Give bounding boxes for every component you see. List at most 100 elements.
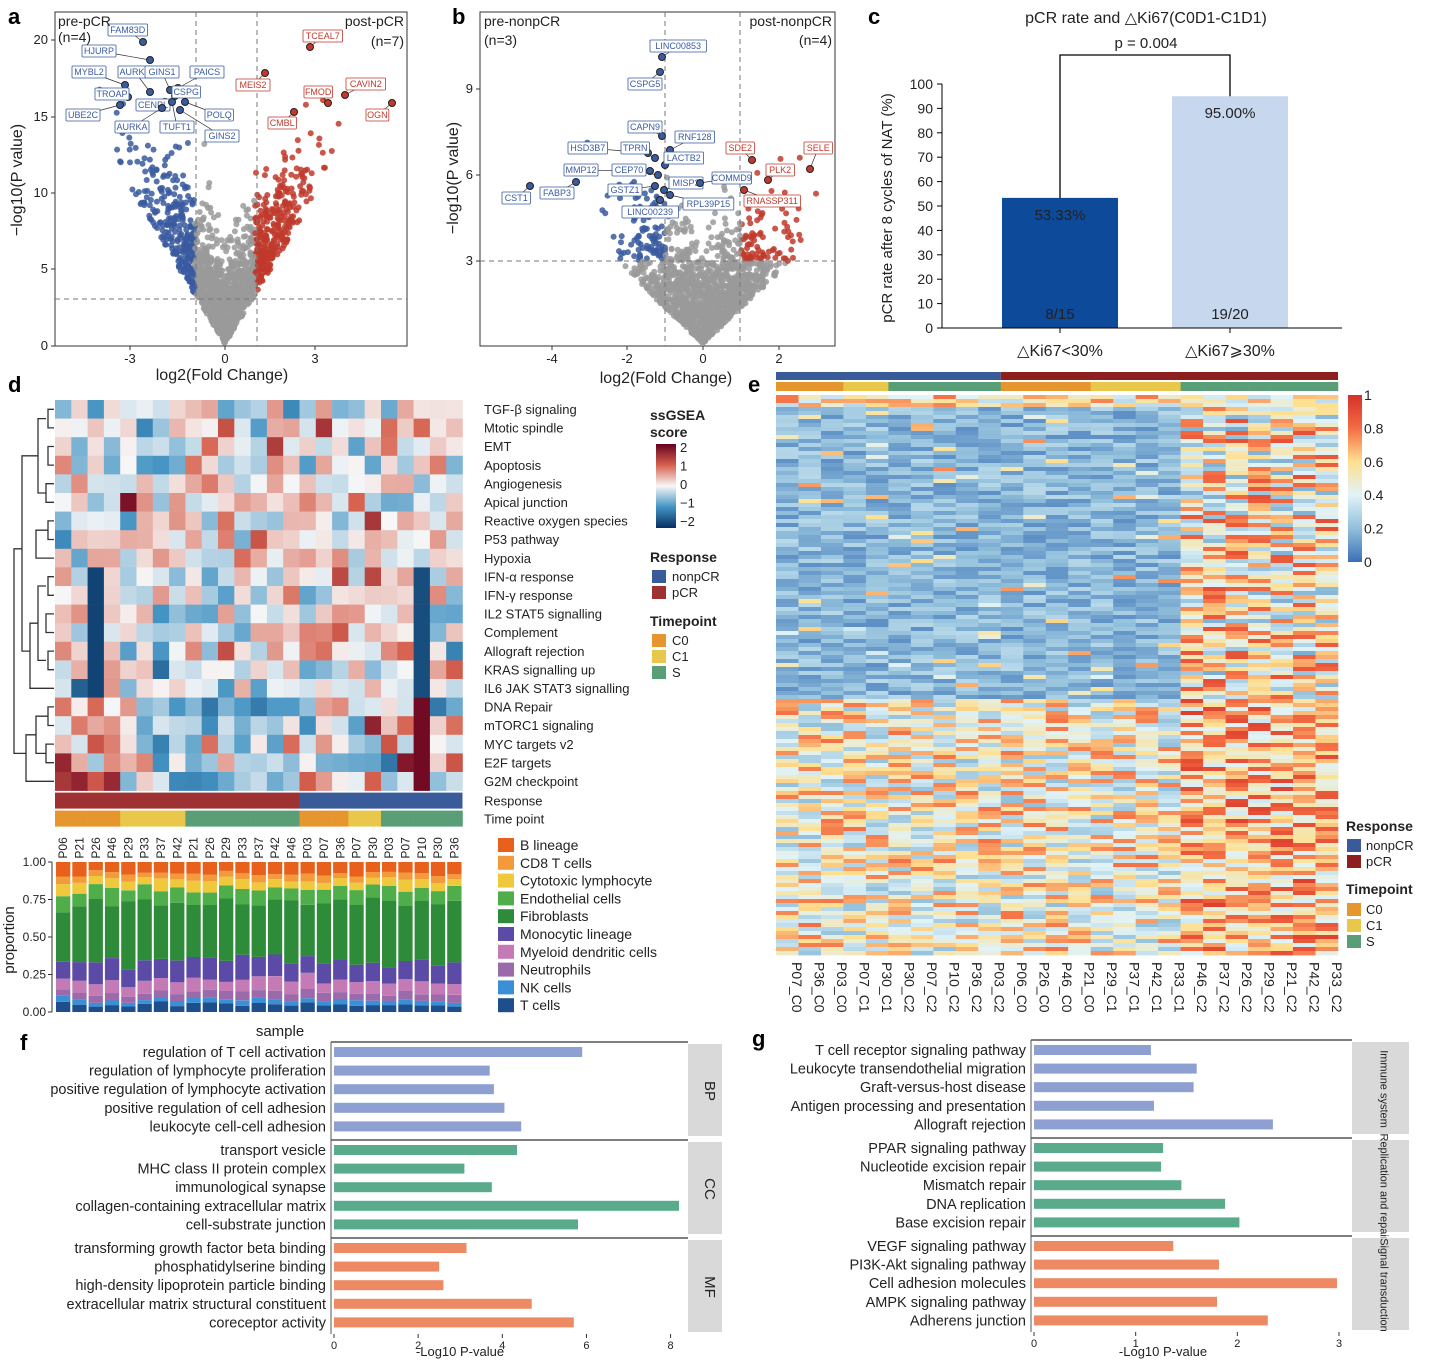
sample-label: P37 xyxy=(154,837,168,859)
heatmap-cell xyxy=(1023,495,1047,500)
heatmap-cell xyxy=(120,548,137,568)
heatmap-cell xyxy=(821,407,844,412)
heatmap-cell xyxy=(798,475,822,480)
gene-label-box xyxy=(627,77,663,91)
y-tick-label: 10 xyxy=(917,296,933,312)
heatmap-cell xyxy=(1045,415,1069,420)
volcano-point xyxy=(680,308,687,315)
heatmap-cell xyxy=(266,734,284,754)
heatmap-cell xyxy=(1248,503,1271,508)
proportion-segment xyxy=(430,1001,446,1006)
heatmap-cell xyxy=(1203,395,1226,400)
y-tick-label: 9 xyxy=(466,81,473,96)
proportion-segment xyxy=(447,1002,462,1007)
heatmap-cell xyxy=(1113,407,1136,412)
heatmap-cell xyxy=(299,623,317,643)
heatmap-cell xyxy=(1023,415,1047,420)
heatmap-cell xyxy=(381,400,398,419)
proportion-segment xyxy=(56,978,71,990)
gene-label: LINC00853 xyxy=(655,41,701,51)
heatmap-cell xyxy=(955,395,979,400)
proportion-segment xyxy=(382,983,397,996)
volcano-point xyxy=(259,277,266,284)
heatmap-cell xyxy=(1068,535,1091,540)
heatmap-cell xyxy=(1293,499,1316,504)
heatmap-cell xyxy=(234,437,251,457)
heatmap-cell xyxy=(1068,399,1091,404)
response-legend-label: pCR xyxy=(672,585,698,600)
heatmap-cell xyxy=(1180,495,1204,500)
gene-label: POLQ xyxy=(207,110,232,120)
volcano-point xyxy=(196,287,202,294)
heatmap-cell xyxy=(218,697,235,717)
dendrogram-branch xyxy=(29,622,54,689)
gene-point xyxy=(116,101,124,109)
volcano-point xyxy=(253,219,260,226)
proportion-segment xyxy=(88,1002,103,1007)
heatmap-cell xyxy=(1023,547,1047,552)
pathway-label: Hypoxia xyxy=(484,551,532,566)
volcano-point xyxy=(215,212,222,218)
panel-b-frame xyxy=(479,11,836,347)
heatmap-cell xyxy=(250,734,268,754)
timepoint-cell xyxy=(283,810,300,827)
heatmap-cell xyxy=(821,527,844,532)
heatmap-cell xyxy=(1158,519,1181,524)
heatmap-cell xyxy=(152,567,170,587)
heatmap-cell xyxy=(798,435,822,440)
response-bar-nonpcr xyxy=(299,792,463,809)
heatmap-cell xyxy=(1158,459,1181,464)
heatmap-cell xyxy=(1023,539,1047,544)
volcano-point xyxy=(171,191,178,198)
heatmap-cell xyxy=(821,411,844,416)
heatmap-cell xyxy=(250,511,268,531)
panel-a-title-right: post-pCR xyxy=(345,13,404,29)
volcano-point xyxy=(308,170,315,177)
heatmap-cell xyxy=(120,493,137,512)
volcano-point xyxy=(643,195,650,202)
heatmap-cell xyxy=(843,479,867,484)
y-tick-label: 60 xyxy=(917,174,933,190)
heatmap-cell xyxy=(1000,415,1024,420)
heatmap-cell xyxy=(218,400,235,419)
volcano-point xyxy=(172,228,179,235)
heatmap-cell xyxy=(348,455,365,475)
heatmap-cell xyxy=(1000,507,1024,512)
heatmap-cell xyxy=(888,519,912,524)
gene-label: CEP70 xyxy=(615,165,644,175)
proportion-segment xyxy=(104,888,120,907)
volcano-point xyxy=(659,243,666,250)
heatmap-cell xyxy=(1225,527,1249,532)
heatmap-cell xyxy=(821,535,844,540)
heatmap-cell xyxy=(1135,419,1159,424)
heatmap-cell xyxy=(888,523,912,528)
heatmap-cell xyxy=(55,530,72,550)
heatmap-cell xyxy=(888,459,912,464)
volcano-point xyxy=(750,232,757,239)
heatmap-cell xyxy=(71,604,88,624)
heatmap-cell xyxy=(888,407,912,412)
heatmap-cell xyxy=(1203,539,1226,544)
heatmap-cell xyxy=(283,697,300,717)
heatmap-cell xyxy=(865,479,889,484)
heatmap-cell xyxy=(978,483,1002,488)
heatmap-cell xyxy=(218,604,235,624)
proportion-segment xyxy=(398,879,413,892)
heatmap-cell xyxy=(55,772,72,791)
volcano-point xyxy=(717,318,724,325)
heatmap-cell xyxy=(1293,407,1316,412)
volcano-point xyxy=(161,162,168,169)
heatmap-cell xyxy=(865,467,889,472)
proportion-segment xyxy=(333,873,348,878)
heatmap-cell xyxy=(1045,479,1069,484)
heatmap-cell xyxy=(55,567,72,587)
heatmap-cell xyxy=(1293,479,1316,484)
y-tick-label: 40 xyxy=(917,222,933,238)
heatmap-cell xyxy=(1135,475,1159,480)
gene-label: CAPN9 xyxy=(630,122,660,132)
y-tick-label: 70 xyxy=(917,149,933,165)
heatmap-cell xyxy=(955,431,979,436)
heatmap-cell xyxy=(201,474,219,494)
gene-label: TPRN xyxy=(623,143,648,153)
